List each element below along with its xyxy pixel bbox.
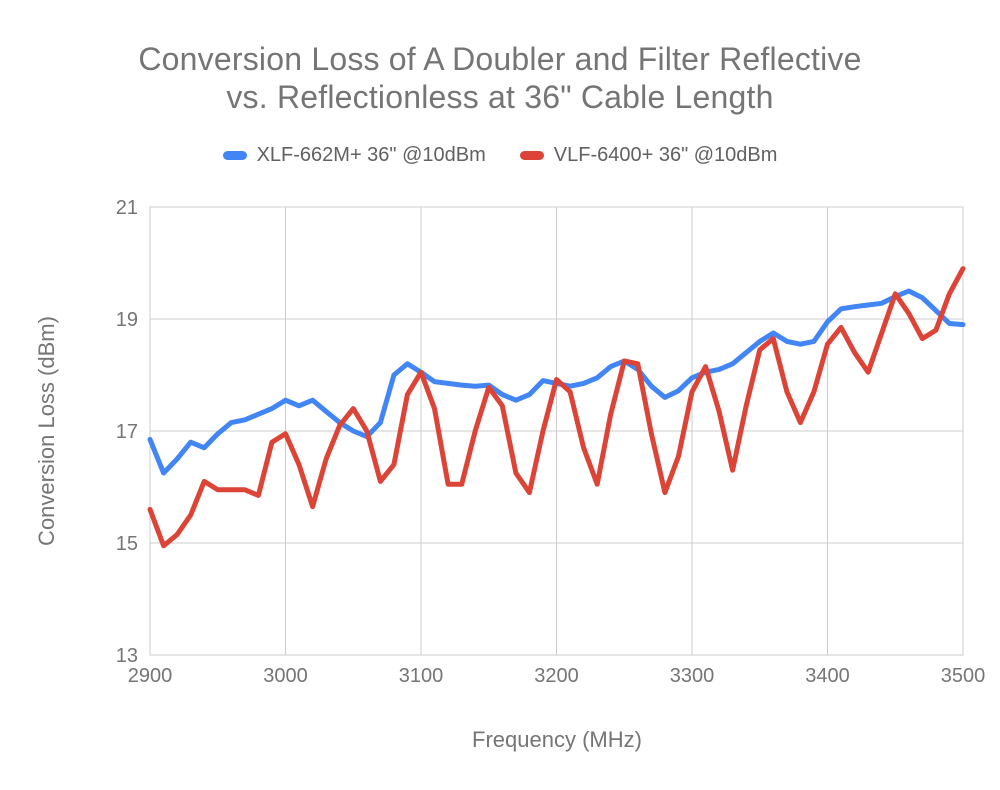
chart-title: Conversion Loss of A Doubler and Filter … xyxy=(0,40,1000,116)
legend-item-vlf: VLF-6400+ 36" @10dBm xyxy=(519,144,778,167)
plot-border xyxy=(149,206,964,656)
x-tick-label-3000: 3000 xyxy=(263,665,308,687)
chart-title-line1: Conversion Loss of A Doubler and Filter … xyxy=(138,41,862,77)
y-tick-label-13: 13 xyxy=(116,645,138,667)
series-line-vlf-6400 xyxy=(147,266,966,549)
legend-swatch-vlf xyxy=(519,151,544,160)
legend-item-xlf: XLF-662M+ 36" @10dBm xyxy=(222,144,486,167)
legend-swatch-xlf xyxy=(222,151,247,160)
x-axis-title: Frequency (MHz) xyxy=(472,727,642,752)
chart-title-line2: vs. Reflectionless at 36" Cable Length xyxy=(226,79,774,115)
legend: XLF-662M+ 36" @10dBm VLF-6400+ 36" @10dB… xyxy=(0,144,1000,167)
x-tick-label-3100: 3100 xyxy=(399,665,444,687)
legend-label-xlf: XLF-662M+ 36" @10dBm xyxy=(256,144,486,166)
x-tick-label-3500: 3500 xyxy=(941,665,986,687)
y-axis-title: Conversion Loss (dBm) xyxy=(34,316,59,546)
x-tick-label-2900: 2900 xyxy=(128,665,173,687)
x-tick-label-3400: 3400 xyxy=(805,665,850,687)
y-tick-label-17: 17 xyxy=(116,421,138,443)
x-tick-label-3200: 3200 xyxy=(534,665,579,687)
y-tick-label-15: 15 xyxy=(116,533,138,555)
y-tick-label-21: 21 xyxy=(116,197,138,219)
y-tick-label-19: 19 xyxy=(116,309,138,331)
x-tick-label-3300: 3300 xyxy=(670,665,715,687)
legend-label-vlf: VLF-6400+ 36" @10dBm xyxy=(553,144,778,166)
